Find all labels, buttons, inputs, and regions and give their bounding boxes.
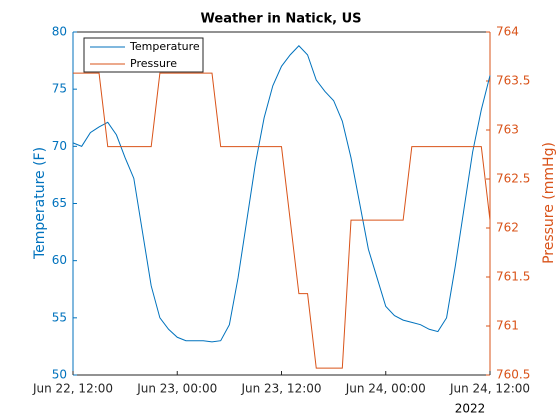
y-tick-label: 55 [52, 310, 67, 324]
series-line [72, 44, 491, 343]
x-secondary-label: 2022 [455, 402, 486, 416]
x-tick-label: Jun 23, 12:00 [240, 382, 321, 396]
y2-axis-label: Pressure (mmHg) [541, 142, 557, 264]
y-tick-label: 75 [52, 82, 67, 96]
series-line [73, 72, 491, 369]
y-tick-label: 60 [52, 253, 67, 267]
y2-tick-label: 764 [496, 25, 519, 39]
y-tick-label: 50 [52, 368, 67, 382]
y-tick-label: 80 [52, 25, 67, 39]
y2-tick-label: 761.5 [496, 270, 530, 284]
y2-tick-label: 761 [496, 319, 519, 333]
y-tick-label: 65 [52, 196, 67, 210]
x-tick-label: Jun 22, 12:00 [32, 382, 113, 396]
legend-label: Pressure [130, 57, 177, 70]
x-tick-label: Jun 24, 00:00 [345, 382, 426, 396]
y2-tick-label: 762 [496, 221, 519, 235]
chart-title: Weather in Natick, US [201, 12, 362, 27]
y2-tick-label: 762.5 [496, 172, 530, 186]
y-tick-label: 70 [52, 139, 67, 153]
x-tick-label: Jun 23, 00:00 [136, 382, 217, 396]
legend-label: Temperature [129, 40, 200, 53]
y-axis-label: Temperature (F) [32, 147, 48, 260]
y2-tick-label: 763.5 [496, 74, 530, 88]
y2-tick-label: 763 [496, 123, 519, 137]
y2-tick-label: 760.5 [496, 368, 530, 382]
x-tick-label: Jun 24, 12:00 [449, 382, 530, 396]
legend-box [83, 37, 204, 73]
